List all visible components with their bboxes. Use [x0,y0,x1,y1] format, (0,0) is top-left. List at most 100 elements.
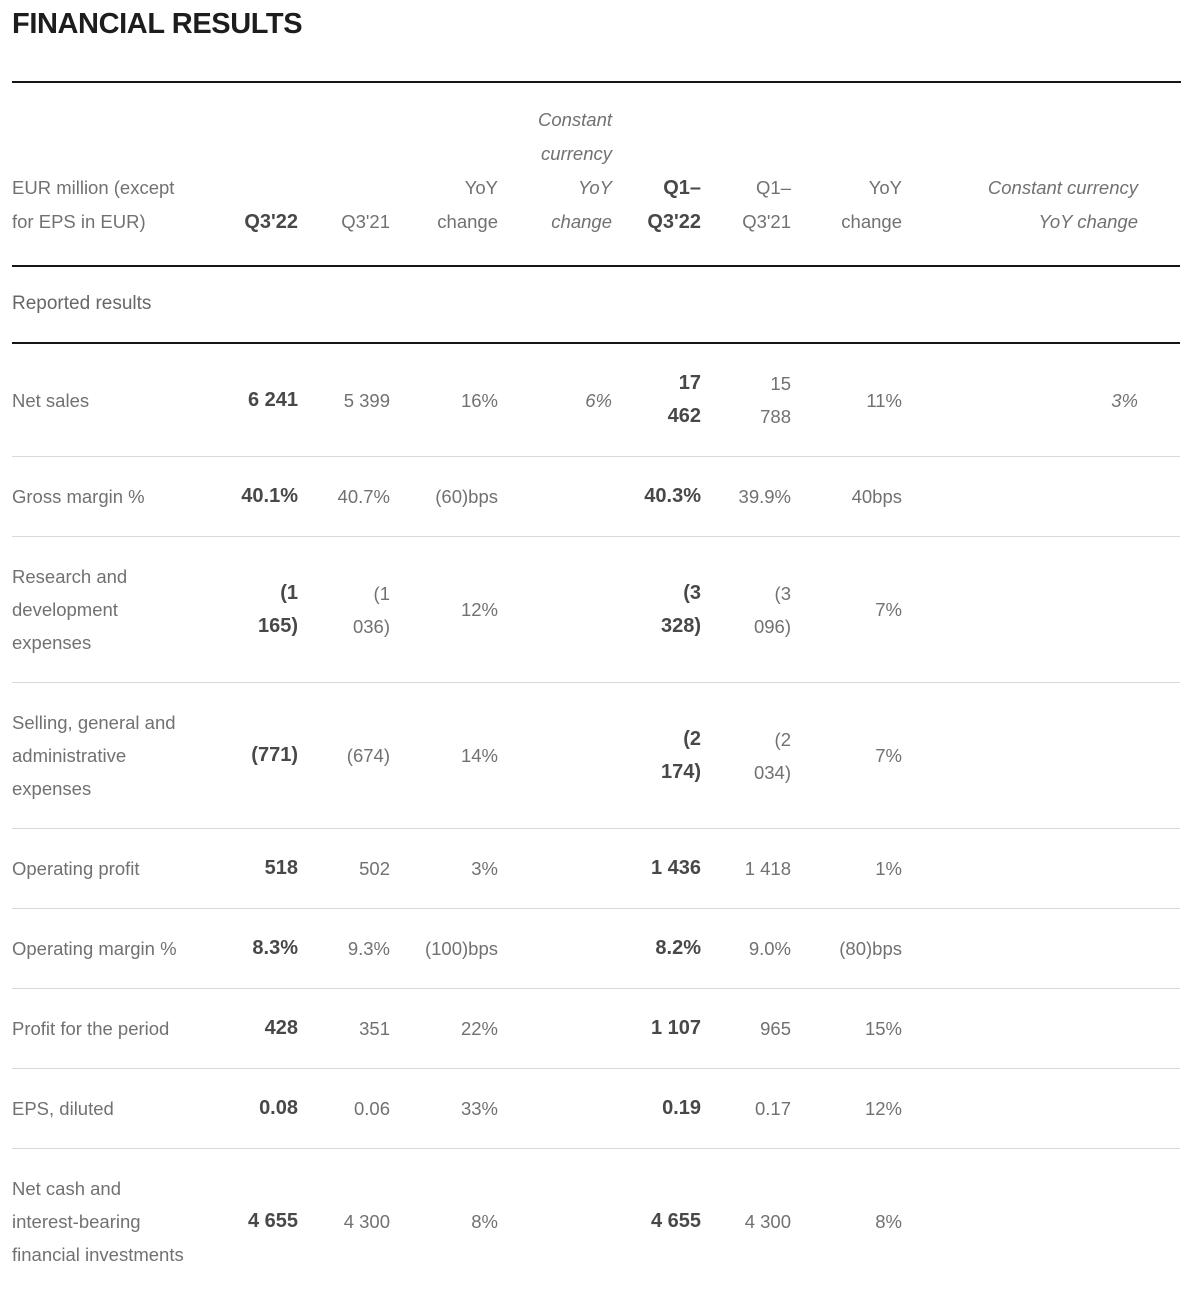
table-cell: 1 107 [612,989,701,1069]
row-label: EPS, diluted [12,1069,212,1149]
table-cell: 4 655 [612,1149,701,1294]
row-label: Profit for the period [12,989,212,1069]
table-cell: (100)bps [390,909,498,989]
column-header-unit-note: EUR million (except for EPS in EUR) [12,83,212,266]
table-cell: 15 788 [701,343,791,457]
table-cell [902,537,1180,683]
table-body: Reported results Net sales 6 241 5 399 1… [12,266,1180,1294]
table-cell: 502 [298,829,390,909]
table-cell [498,683,612,829]
table-cell: 965 [701,989,791,1069]
table-cell: 4 300 [701,1149,791,1294]
table-cell [498,1069,612,1149]
column-header-q3-22: Q3'22 [212,83,298,266]
table-cell: (3 328) [612,537,701,683]
table-cell: 518 [212,829,298,909]
table-cell [498,909,612,989]
column-header-q1-q3-21: Q1– Q3'21 [701,83,791,266]
table-cell: 39.9% [701,457,791,537]
table-cell [902,457,1180,537]
table-cell: 8.3% [212,909,298,989]
table-cell: 0.06 [298,1069,390,1149]
table-cell [902,1069,1180,1149]
row-label: Net cash and interest-bearing financial … [12,1149,212,1294]
section-header-reported-results: Reported results [12,266,1180,343]
table-cell: 40.7% [298,457,390,537]
table-cell: 0.19 [612,1069,701,1149]
table-cell: (771) [212,683,298,829]
table-cell [498,1149,612,1294]
table-cell: 351 [298,989,390,1069]
table-cell: 33% [390,1069,498,1149]
row-label: Operating profit [12,829,212,909]
table-cell [902,989,1180,1069]
table-cell [498,989,612,1069]
table-cell: (1 165) [212,537,298,683]
table-cell: 1 436 [612,829,701,909]
row-label: Research and development expenses [12,537,212,683]
table-row-net-sales: Net sales 6 241 5 399 16% 6% 17 462 15 7… [12,343,1180,457]
row-label: Selling, general and administrative expe… [12,683,212,829]
table-cell: (80)bps [791,909,902,989]
table-cell: 14% [390,683,498,829]
table-cell: 7% [791,537,902,683]
row-label: Gross margin % [12,457,212,537]
table-cell: 1 418 [701,829,791,909]
row-label: Net sales [12,343,212,457]
table-cell: 0.17 [701,1069,791,1149]
financial-results-table: EUR million (except for EPS in EUR) Q3'2… [12,83,1180,1294]
column-header-constant-currency-yoy-change: Constant currency YoY change [498,83,612,266]
table-cell: 4 300 [298,1149,390,1294]
table-cell: 40bps [791,457,902,537]
table-row-profit-for-period: Profit for the period 428 351 22% 1 107 … [12,989,1180,1069]
column-header-constant-currency-yoy-change-ytd: Constant currency YoY change [902,83,1180,266]
table-cell: 11% [791,343,902,457]
table-cell: (2 034) [701,683,791,829]
table-cell: 8.2% [612,909,701,989]
table-cell: 3% [902,343,1180,457]
table-cell: 9.0% [701,909,791,989]
table-cell: 40.3% [612,457,701,537]
table-cell: (3 096) [701,537,791,683]
table-cell: 1% [791,829,902,909]
column-header-q3-21: Q3'21 [298,83,390,266]
table-cell: 3% [390,829,498,909]
table-header: EUR million (except for EPS in EUR) Q3'2… [12,83,1180,266]
table-cell: (1 036) [298,537,390,683]
table-row-gross-margin: Gross margin % 40.1% 40.7% (60)bps 40.3%… [12,457,1180,537]
column-header-q1-q3-22: Q1– Q3'22 [612,83,701,266]
table-row-rd-expenses: Research and development expenses (1 165… [12,537,1180,683]
table-row-sga-expenses: Selling, general and administrative expe… [12,683,1180,829]
table-cell: 15% [791,989,902,1069]
column-header-row: EUR million (except for EPS in EUR) Q3'2… [12,83,1180,266]
table-cell [902,1149,1180,1294]
table-cell: 9.3% [298,909,390,989]
table-cell: 8% [791,1149,902,1294]
table-cell: 40.1% [212,457,298,537]
column-header-yoy-change-ytd: YoY change [791,83,902,266]
table-cell: (674) [298,683,390,829]
table-cell: 4 655 [212,1149,298,1294]
table-cell [902,909,1180,989]
table-cell: 12% [791,1069,902,1149]
table-cell: (60)bps [390,457,498,537]
table-cell: 16% [390,343,498,457]
table-cell: (2 174) [612,683,701,829]
table-row-net-cash: Net cash and interest-bearing financial … [12,1149,1180,1294]
table-cell: 7% [791,683,902,829]
table-cell: 6% [498,343,612,457]
section-header-row: Reported results [12,266,1180,343]
table-row-eps-diluted: EPS, diluted 0.08 0.06 33% 0.19 0.17 12% [12,1069,1180,1149]
table-cell: 8% [390,1149,498,1294]
table-cell: 0.08 [212,1069,298,1149]
table-cell [902,829,1180,909]
column-header-yoy-change: YoY change [390,83,498,266]
page-title: FINANCIAL RESULTS [12,6,1181,42]
table-row-operating-profit: Operating profit 518 502 3% 1 436 1 418 … [12,829,1180,909]
table-cell: 17 462 [612,343,701,457]
table-cell: 428 [212,989,298,1069]
table-cell: 6 241 [212,343,298,457]
table-cell [498,457,612,537]
table-cell: 5 399 [298,343,390,457]
